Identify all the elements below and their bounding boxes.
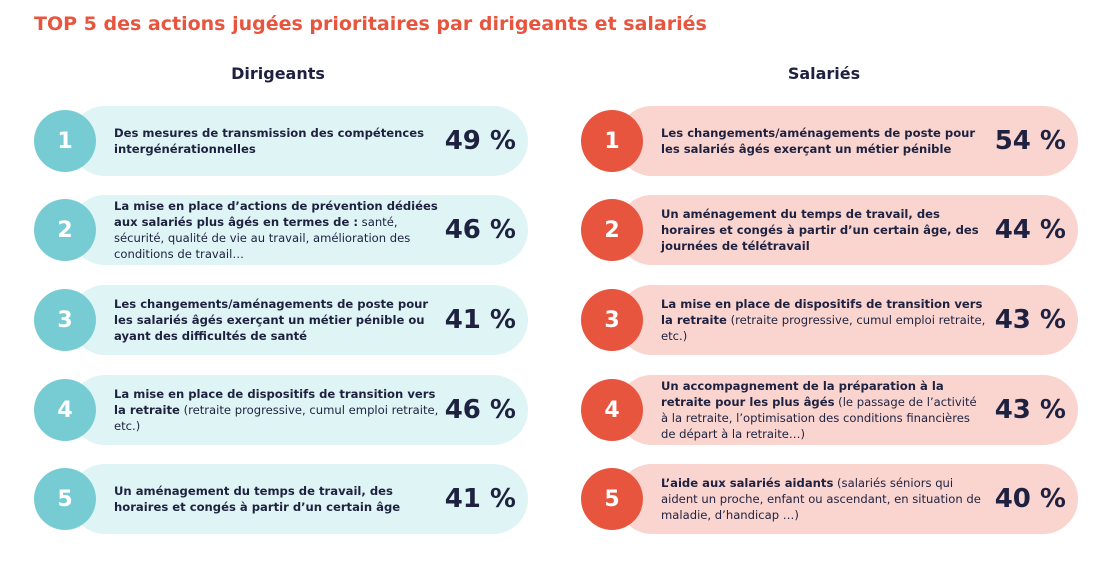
action-label: Un aménagement du temps de travail, des … <box>661 195 987 265</box>
rank-badge: 5 <box>34 468 96 530</box>
action-label: Un accompagnement de la préparation à la… <box>661 375 987 445</box>
rank-badge: 4 <box>581 379 643 441</box>
action-label: L’aide aux salariés aidants (salariés sé… <box>661 464 987 534</box>
rank-badge: 1 <box>581 110 643 172</box>
percentage-value: 43 % <box>994 305 1066 335</box>
dirigeants-row-1: 1 Des mesures de transmission des compéte… <box>34 106 528 176</box>
action-label-bold: La mise en place de dispositifs de trans… <box>661 297 983 327</box>
row-background <box>70 106 528 176</box>
dirigeants-row-3: 3 Les changements/aménagements de poste p… <box>34 285 528 355</box>
action-label: La mise en place d’actions de prévention… <box>114 195 440 265</box>
salaries-row-5: 5 L’aide aux salariés aidants (salariés s… <box>581 464 1078 534</box>
percentage-value: 41 % <box>444 305 516 335</box>
action-label: La mise en place de dispositifs de trans… <box>661 285 987 355</box>
row-background <box>70 464 528 534</box>
row-background <box>617 285 1078 355</box>
action-label-bold: La mise en place d’actions de prévention… <box>114 199 438 229</box>
chart-title: TOP 5 des actions jugées prioritaires pa… <box>34 13 707 35</box>
percentage-value: 46 % <box>444 395 516 425</box>
action-label: Les changements/aménagements de poste po… <box>114 285 440 355</box>
percentage-value: 41 % <box>444 484 516 514</box>
row-background <box>70 285 528 355</box>
salaries-row-4: 4 Un accompagnement de la préparation à l… <box>581 375 1078 445</box>
action-label: Les changements/aménagements de poste po… <box>661 106 987 176</box>
rank-badge: 2 <box>34 199 96 261</box>
rank-badge: 3 <box>34 289 96 351</box>
action-label-bold: Un aménagement du temps de travail, des … <box>661 207 979 253</box>
dirigeants-row-2: 2 La mise en place d’actions de préventio… <box>34 195 528 265</box>
action-label-bold: Les changements/aménagements de poste po… <box>661 126 976 156</box>
salaries-row-3: 3 La mise en place de dispositifs de tran… <box>581 285 1078 355</box>
column-title-dirigeants: Dirigeants <box>231 64 325 83</box>
row-background <box>70 375 528 445</box>
action-label: Un aménagement du temps de travail, des … <box>114 464 440 534</box>
action-label-bold: Un aménagement du temps de travail, des … <box>114 484 401 514</box>
row-background <box>617 375 1078 445</box>
salaries-row-2: 2 Un aménagement du temps de travail, des… <box>581 195 1078 265</box>
action-label-detail: (retraite progressive, cumul emploi retr… <box>661 313 986 343</box>
percentage-value: 43 % <box>994 395 1066 425</box>
column-title-salaries: Salariés <box>787 64 861 83</box>
action-label: La mise en place de dispositifs de trans… <box>114 375 440 445</box>
dirigeants-row-4: 4 La mise en place de dispositifs de tran… <box>34 375 528 445</box>
rank-badge: 4 <box>34 379 96 441</box>
action-label-bold: La mise en place de dispositifs de trans… <box>114 387 436 417</box>
action-label-bold: Les changements/aménagements de poste po… <box>114 297 429 343</box>
row-background <box>70 195 528 265</box>
percentage-value: 46 % <box>444 215 516 245</box>
percentage-value: 44 % <box>994 215 1066 245</box>
dirigeants-row-5: 5 Un aménagement du temps de travail, des… <box>34 464 528 534</box>
row-background <box>617 106 1078 176</box>
rank-badge: 5 <box>581 468 643 530</box>
rank-badge: 1 <box>34 110 96 172</box>
row-background <box>617 464 1078 534</box>
rank-badge: 2 <box>581 199 643 261</box>
action-label-detail: (le passage de l’activité à la retraite,… <box>661 395 977 441</box>
action-label: Des mesures de transmission des compéten… <box>114 106 440 176</box>
action-label-bold: L’aide aux salariés aidants <box>661 476 834 490</box>
salaries-row-1: 1 Les changements/aménagements de poste p… <box>581 106 1078 176</box>
rank-badge: 3 <box>581 289 643 351</box>
percentage-value: 54 % <box>994 126 1066 156</box>
percentage-value: 49 % <box>444 126 516 156</box>
action-label-detail: (salariés séniors qui aident un proche, … <box>661 476 981 522</box>
action-label-detail: (retraite progressive, cumul emploi retr… <box>114 403 439 433</box>
action-label-detail: santé, sécurité, qualité de vie au trava… <box>114 215 411 261</box>
action-label-bold: Des mesures de transmission des compéten… <box>114 126 425 156</box>
action-label-bold: Un accompagnement de la préparation à la… <box>661 379 944 409</box>
percentage-value: 40 % <box>994 484 1066 514</box>
row-background <box>617 195 1078 265</box>
